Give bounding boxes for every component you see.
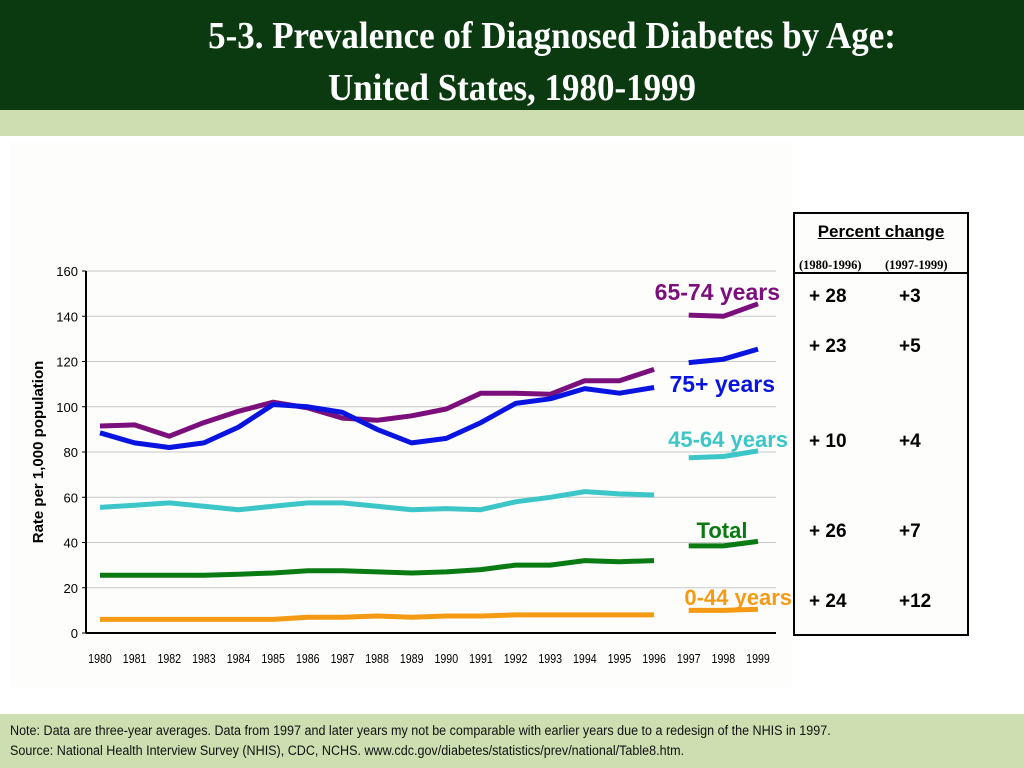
y-tick-label: 80 xyxy=(64,445,78,460)
x-tick-label: 1993 xyxy=(538,652,562,666)
x-tick-label: 1990 xyxy=(435,652,459,666)
y-tick-label: 0 xyxy=(71,626,78,641)
percent-change-col1-label: (1980-1996) xyxy=(799,258,862,272)
series-label-45-64-years: 45-64 years xyxy=(668,427,788,452)
y-tick-label: 40 xyxy=(64,536,78,551)
y-tick-label: 140 xyxy=(56,309,78,324)
series-line-75plus-years-1997-1999 xyxy=(688,346,759,366)
pc-row-0-44-col2: +12 xyxy=(899,591,932,612)
pc-row-total-col1: + 26 xyxy=(809,521,847,542)
x-tick-label: 1981 xyxy=(123,652,147,666)
percent-change-title: Percent change xyxy=(817,222,945,241)
y-axis-label: Rate per 1,000 population xyxy=(30,361,47,544)
axes: 0 20 40 60 80 100 120 140 160 1980 1981 1982 1983 198… xyxy=(56,264,776,666)
x-tick-label: 1997 xyxy=(677,652,701,666)
pc-row-total-col2: +7 xyxy=(899,521,921,542)
pc-row-75plus-col2: +5 xyxy=(899,336,921,357)
x-tick-label: 1986 xyxy=(296,652,320,666)
x-tick-label: 1984 xyxy=(227,652,251,666)
footer-source: Source: National Health Interview Survey… xyxy=(10,743,685,758)
pc-row-0-44-col1: + 24 xyxy=(809,591,847,612)
series-label-75plus-years: 75+ years xyxy=(669,371,775,397)
x-tick-label: 1991 xyxy=(469,652,493,666)
pc-row-65-74-col1: + 28 xyxy=(809,286,847,307)
y-tick-label: 100 xyxy=(56,400,78,415)
series-line-45-64-years-1980-1996 xyxy=(99,489,655,513)
accent-band xyxy=(0,110,1024,136)
x-tick-label: 1988 xyxy=(365,652,389,666)
x-tick-label: 1983 xyxy=(192,652,216,666)
series-line-75plus-years-1980-1996 xyxy=(99,385,655,450)
series-line-65-74-years-1997-1999 xyxy=(688,301,759,319)
pc-row-45-64-col2: +4 xyxy=(899,431,921,452)
y-tick-label: 60 xyxy=(64,490,78,505)
series-line-0-44-years-1997-1999 xyxy=(688,606,759,613)
x-tick-label: 1995 xyxy=(608,652,632,666)
chart-title-line-2: United States, 1980-1999 xyxy=(327,67,697,109)
pc-row-75plus-col1: + 23 xyxy=(809,336,847,357)
percent-change-header: Percent change (1980-1996) (1997-1999) xyxy=(795,214,967,274)
percent-change-table: Percent change (1980-1996) (1997-1999) +… xyxy=(793,212,969,636)
x-tick-label: 1994 xyxy=(573,652,597,666)
series-label-total: Total xyxy=(697,518,748,543)
series-labels: 65-74 years 75+ years 45-64 years Total 0-44… xyxy=(655,279,792,610)
footer-note: Note: Data are three-year averages. Data… xyxy=(10,723,831,738)
chart-title-line-1: 5-3. Prevalence of Diagnosed Diabetes by… xyxy=(208,15,896,57)
x-tick-label: 1998 xyxy=(712,652,736,666)
series-line-0-44-years-1980-1996 xyxy=(100,612,655,622)
pc-row-65-74-col2: +3 xyxy=(899,286,921,307)
series-line-65-74-years-1980-1996 xyxy=(99,367,655,439)
series-line-total-1997-1999 xyxy=(688,538,759,549)
x-tick-label: 1987 xyxy=(331,652,355,666)
percent-change-col2-label: (1997-1999) xyxy=(885,258,948,272)
series-line-45-64-years-1997-1999 xyxy=(688,448,759,461)
gridlines xyxy=(86,270,776,589)
x-tick-label: 1999 xyxy=(746,652,770,666)
x-tick-label: 1996 xyxy=(642,652,666,666)
series-label-0-44-years: 0-44 years xyxy=(684,585,792,610)
series-lines xyxy=(99,301,759,622)
y-tick-label: 160 xyxy=(56,264,78,279)
x-tick-label: 1980 xyxy=(88,652,112,666)
x-tick-label: 1982 xyxy=(157,652,181,666)
series-line-total-1980-1996 xyxy=(100,558,655,578)
chart-panel xyxy=(10,142,792,687)
y-tick-label: 20 xyxy=(64,581,78,596)
title-bar: 5-3. Prevalence of Diagnosed Diabetes by… xyxy=(0,0,1024,110)
x-tick-label: 1985 xyxy=(261,652,285,666)
x-tick-label: 1992 xyxy=(504,652,528,666)
x-tick-label: 1989 xyxy=(400,652,424,666)
y-tick-label: 120 xyxy=(56,355,78,370)
series-label-65-74-years: 65-74 years xyxy=(655,279,780,305)
footer-notes: Note: Data are three-year averages. Data… xyxy=(0,714,1024,768)
pc-row-45-64-col1: + 10 xyxy=(809,431,847,452)
